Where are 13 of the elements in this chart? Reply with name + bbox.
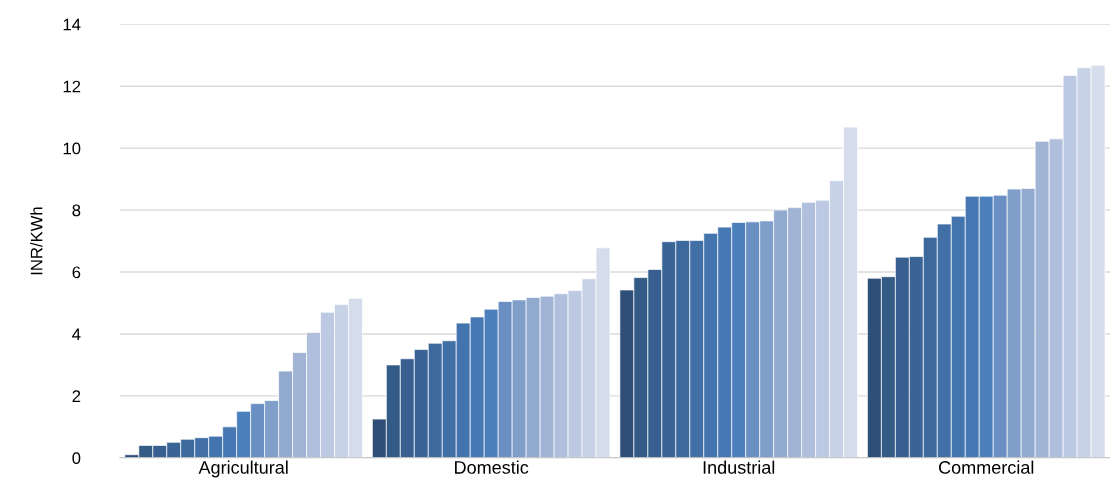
y-tick-label: 2 (72, 390, 81, 402)
x-tick-label: Domestic (455, 460, 529, 474)
x-tick-label: Industrial (703, 460, 775, 474)
y-tick-label: 12 (63, 80, 81, 93)
y-tick-label: 0 (72, 452, 81, 465)
y-tick-label: 10 (63, 142, 81, 155)
x-tick-label: Commercial (939, 460, 1034, 474)
x-tick-label: Agricultural (198, 460, 288, 478)
y-tick-label: 8 (72, 204, 81, 217)
y-tick-label: 4 (72, 328, 81, 340)
y-axis-title: INR/KWh (30, 207, 43, 275)
y-tick-label: 6 (72, 266, 81, 279)
y-tick-label: 14 (63, 18, 81, 31)
